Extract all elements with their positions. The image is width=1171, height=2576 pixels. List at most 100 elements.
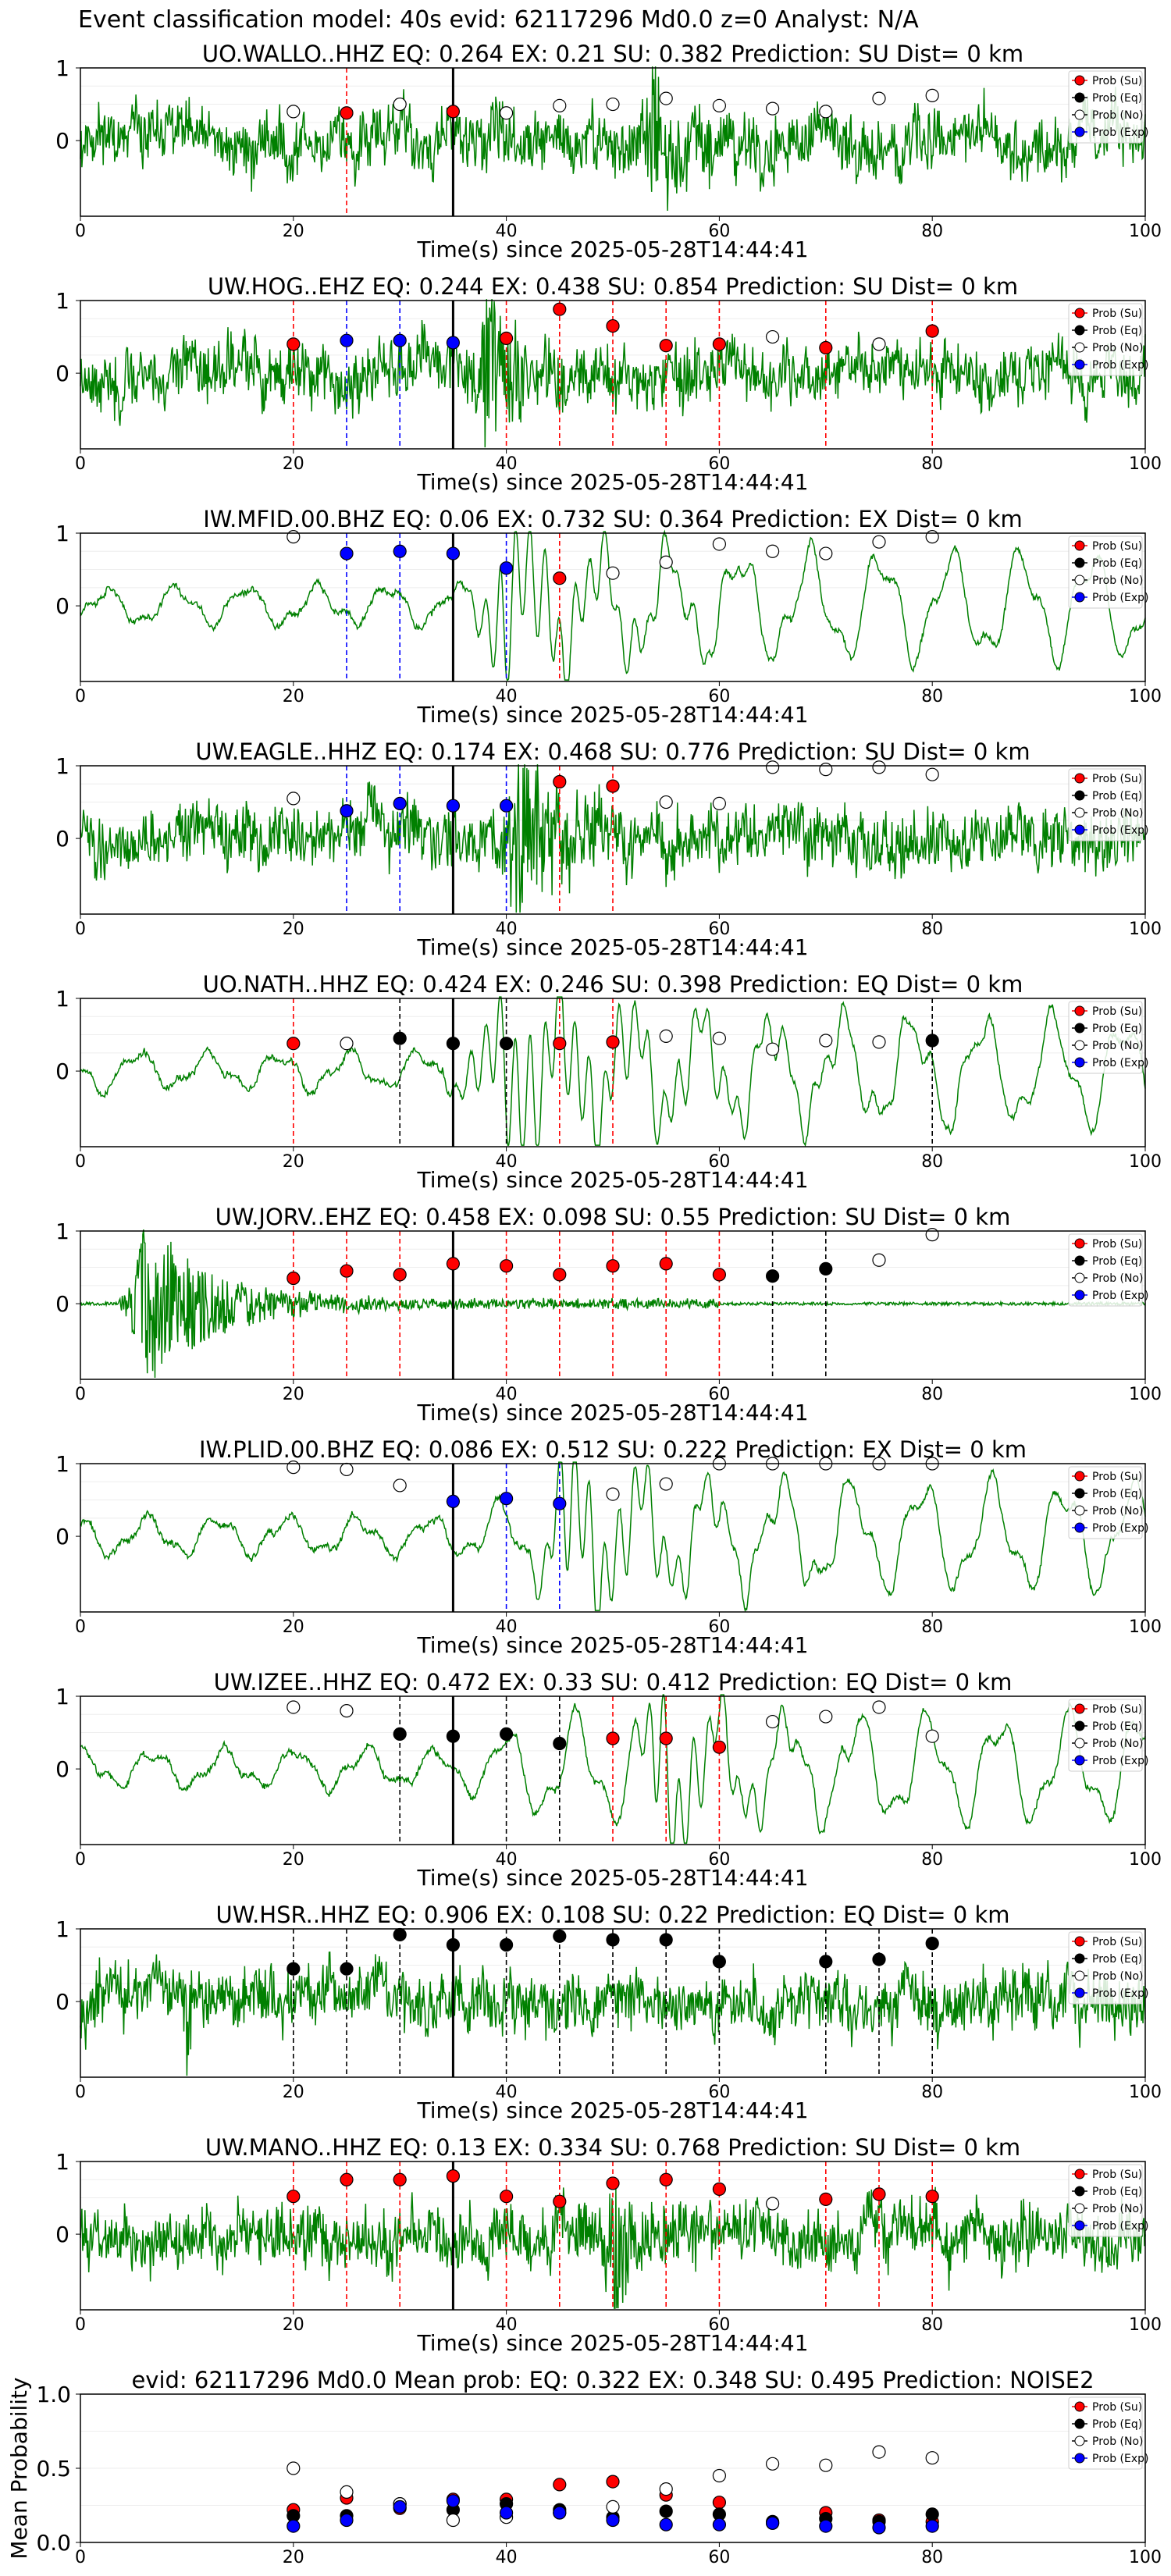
legend-marker bbox=[1074, 359, 1085, 370]
x-tick-label: 40 bbox=[496, 920, 518, 939]
prob-point-su bbox=[659, 1257, 673, 1271]
y-tick-label: 1 bbox=[55, 2149, 69, 2175]
x-tick-label: 40 bbox=[496, 454, 518, 474]
legend-label-eq: Prob (Eq) bbox=[1092, 1953, 1142, 1966]
prob-point-eq bbox=[553, 1929, 567, 1943]
legend-marker bbox=[1074, 1290, 1085, 1300]
mean-prob-point-su bbox=[553, 2478, 567, 2492]
prob-point-su bbox=[340, 106, 354, 120]
legend-marker bbox=[1074, 1970, 1085, 1981]
x-tick-label: 100 bbox=[1129, 222, 1162, 241]
x-axis-label: Time(s) since 2025-05-28T14:44:41 bbox=[416, 1167, 808, 1193]
prob-point-su bbox=[499, 331, 514, 346]
prob-point-exp bbox=[446, 336, 461, 350]
legend-label-no: Prob (No) bbox=[1092, 575, 1144, 587]
legend-marker bbox=[1074, 75, 1085, 86]
prob-point-su bbox=[659, 339, 673, 353]
prob-point-no bbox=[659, 795, 673, 809]
x-axis-label: Time(s) since 2025-05-28T14:44:41 bbox=[416, 934, 808, 960]
prob-point-su bbox=[340, 2172, 354, 2186]
x-tick-label: 20 bbox=[283, 454, 304, 474]
legend-marker bbox=[1074, 1953, 1085, 1964]
legend-marker bbox=[1074, 2401, 1085, 2412]
x-tick-label: 100 bbox=[1129, 2315, 1162, 2335]
prob-point-su bbox=[446, 105, 461, 119]
prob-point-no bbox=[659, 91, 673, 105]
legend-label-su: Prob (Su) bbox=[1092, 773, 1142, 785]
legend-marker bbox=[1074, 1057, 1085, 1068]
x-tick-label: 80 bbox=[921, 1385, 943, 1404]
x-tick-label: 20 bbox=[283, 1152, 304, 1172]
x-axis-label: Time(s) since 2025-05-28T14:44:41 bbox=[416, 1865, 808, 1891]
x-tick-label: 100 bbox=[1129, 1152, 1162, 1172]
prob-point-no bbox=[287, 105, 301, 119]
legend-label-su: Prob (Su) bbox=[1092, 1471, 1142, 1483]
legend-label-su: Prob (Su) bbox=[1092, 540, 1142, 553]
mean-prob-point-no bbox=[659, 2482, 673, 2496]
x-tick-label: 20 bbox=[283, 920, 304, 939]
y-tick-label: 0 bbox=[55, 1524, 69, 1550]
y-tick-label: 0 bbox=[55, 361, 69, 386]
legend-label-exp: Prob (Exp) bbox=[1092, 359, 1149, 372]
x-tick-label: 60 bbox=[708, 1850, 730, 1870]
x-tick-label: 60 bbox=[708, 920, 730, 939]
legend-label-no: Prob (No) bbox=[1092, 1505, 1144, 1517]
prob-point-no bbox=[340, 1037, 354, 1051]
x-axis-label: Time(s) since 2025-05-28T14:44:41 bbox=[416, 2330, 808, 2356]
mean-prob-point-exp bbox=[872, 2521, 886, 2535]
panel-title: UO.WALLO..HHZ EQ: 0.264 EX: 0.21 SU: 0.3… bbox=[202, 41, 1023, 67]
prob-point-su bbox=[393, 2172, 407, 2186]
prob-point-no bbox=[765, 2197, 780, 2211]
legend-box bbox=[1068, 303, 1143, 376]
panel-3: IW.MFID.00.BHZ EQ: 0.06 EX: 0.732 SU: 0.… bbox=[55, 506, 1162, 728]
legend-marker bbox=[1074, 2186, 1085, 2197]
x-tick-label: 100 bbox=[1129, 1850, 1162, 1870]
prob-point-exp bbox=[393, 544, 407, 558]
x-tick-label: 0 bbox=[75, 1152, 86, 1172]
x-tick-label: 100 bbox=[1129, 2548, 1162, 2567]
legend-label-eq: Prob (Eq) bbox=[1092, 1488, 1142, 1500]
prob-point-su bbox=[287, 337, 301, 351]
legend-label-eq: Prob (Eq) bbox=[1092, 2186, 1142, 2198]
panel-11: evid: 62117296 Md0.0 Mean prob: EQ: 0.32… bbox=[6, 2367, 1162, 2567]
x-tick-label: 100 bbox=[1129, 2083, 1162, 2102]
prob-point-su bbox=[606, 1035, 620, 1049]
legend-label-su: Prob (Su) bbox=[1092, 2169, 1142, 2181]
x-axis-label: Time(s) since 2025-05-28T14:44:41 bbox=[416, 237, 808, 262]
mean-prob-point-exp bbox=[393, 2500, 407, 2514]
prob-point-su bbox=[553, 571, 567, 585]
panel-6: UW.JORV..EHZ EQ: 0.458 EX: 0.098 SU: 0.5… bbox=[55, 1204, 1162, 1425]
legend-label-exp: Prob (Exp) bbox=[1092, 1057, 1149, 1069]
mean-prob-point-exp bbox=[446, 2494, 461, 2508]
prob-point-su bbox=[606, 1731, 620, 1745]
x-tick-label: 100 bbox=[1129, 1617, 1162, 1637]
y-tick-label: 0 bbox=[55, 1291, 69, 1317]
prob-point-no bbox=[765, 1714, 780, 1729]
x-axis-label: Time(s) since 2025-05-28T14:44:41 bbox=[416, 1400, 808, 1425]
x-tick-label: 60 bbox=[708, 454, 730, 474]
legend-label-eq: Prob (Eq) bbox=[1092, 1720, 1142, 1733]
legend-box bbox=[1068, 1233, 1143, 1307]
prob-point-no bbox=[606, 97, 620, 112]
waveform-trace bbox=[80, 66, 1146, 212]
prob-point-no bbox=[340, 1462, 354, 1477]
axes-frame bbox=[80, 1695, 1146, 1845]
prob-point-eq bbox=[287, 1962, 301, 1976]
legend-label-eq: Prob (Eq) bbox=[1092, 790, 1142, 802]
prob-point-no bbox=[712, 1031, 727, 1045]
prob-point-no bbox=[765, 544, 780, 558]
x-tick-label: 60 bbox=[708, 1617, 730, 1637]
mean-prob-point-no bbox=[606, 2500, 620, 2514]
x-tick-label: 20 bbox=[283, 1850, 304, 1870]
y-tick-label: 0 bbox=[55, 1756, 69, 1782]
x-tick-label: 0 bbox=[75, 2083, 86, 2102]
x-tick-label: 0 bbox=[75, 222, 86, 241]
x-tick-label: 60 bbox=[708, 687, 730, 706]
y-tick-label: 0 bbox=[55, 1059, 69, 1084]
prob-point-eq bbox=[446, 1729, 461, 1743]
prob-point-no bbox=[765, 760, 780, 774]
legend-marker bbox=[1074, 2203, 1085, 2214]
y-tick-label: 1 bbox=[55, 1451, 69, 1477]
legend-marker bbox=[1074, 1720, 1085, 1731]
